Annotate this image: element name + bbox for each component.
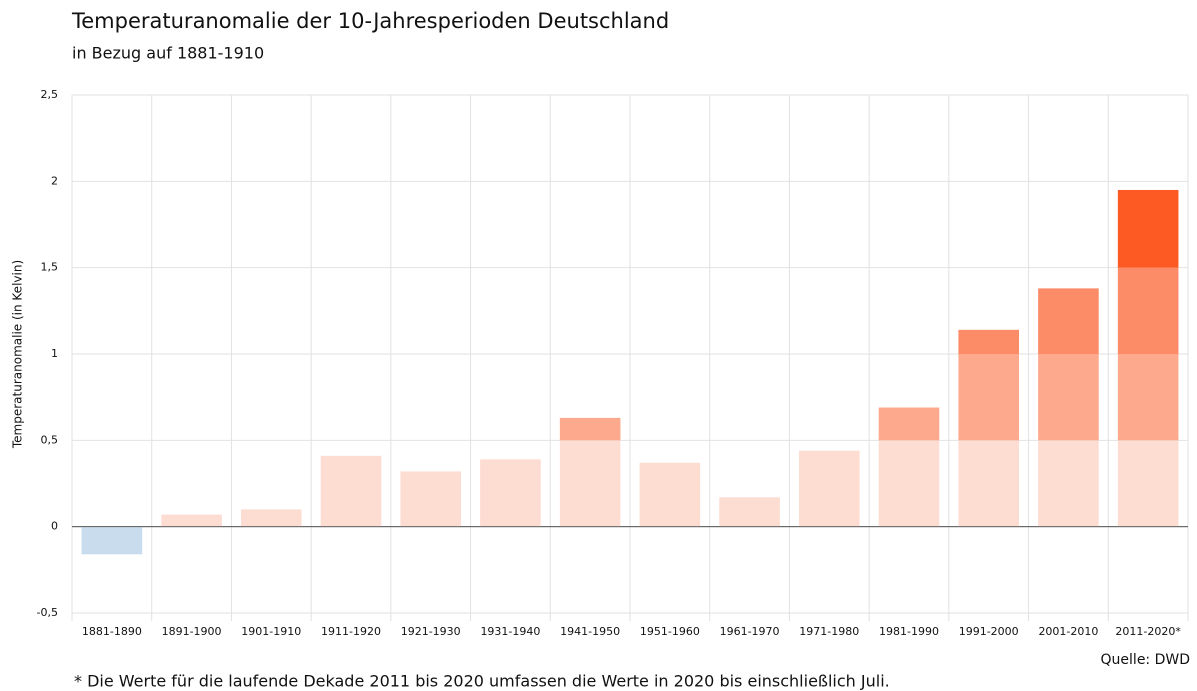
chart-subtitle: in Bezug auf 1881-1910 [72, 44, 264, 63]
bar-segment [798, 450, 860, 527]
x-tick-label: 1901-1910 [241, 625, 301, 638]
bar-segment [559, 417, 621, 441]
y-tick-label: 1,5 [41, 261, 59, 274]
bar-segment [878, 440, 940, 527]
x-tick-label: 1951-1960 [640, 625, 700, 638]
bar-segment [1038, 354, 1099, 441]
x-tick-label: 1941-1950 [560, 625, 620, 638]
x-tick-label: 1991-2000 [959, 625, 1019, 638]
bar-segment [559, 440, 621, 527]
x-tick-label: 1931-1940 [480, 625, 540, 638]
bar-segment [639, 462, 701, 527]
bar-segment [958, 329, 1020, 354]
bar-segment [320, 455, 382, 527]
chart-title: Temperaturanomalie der 10-Jahresperioden… [71, 9, 669, 33]
y-tick-label: 2,5 [41, 88, 59, 101]
bar-segment [878, 407, 940, 441]
x-tick-label: 1981-1990 [879, 625, 939, 638]
x-tick-label: 1891-1900 [162, 625, 222, 638]
bar-segment [480, 459, 541, 527]
bar-segment [1117, 440, 1179, 527]
x-tick-label: 2011-2020* [1115, 625, 1181, 638]
bar-segment [719, 497, 780, 527]
bar-segment [1117, 267, 1179, 354]
bar-segment [1117, 354, 1179, 441]
bar-segment [958, 440, 1020, 527]
x-tick-label: 1961-1970 [720, 625, 780, 638]
y-tick-label: 0 [51, 520, 58, 533]
bar-segment [958, 354, 1020, 441]
y-axis-label: Temperaturanomalie (in Kelvin) [11, 260, 25, 449]
source: Quelle: DWD [1101, 652, 1190, 668]
y-tick-label: 1 [51, 347, 58, 360]
y-tick-label: 2 [51, 174, 58, 187]
bar-segment [81, 526, 143, 555]
x-tick-label: 2001-2010 [1038, 625, 1098, 638]
x-tick-label: 1881-1890 [82, 625, 142, 638]
x-tick-label: 1921-1930 [401, 625, 461, 638]
bar-segment [400, 471, 462, 527]
x-tick-label: 1971-1980 [799, 625, 859, 638]
bar-segment [1038, 288, 1099, 354]
bar-segment [1117, 189, 1179, 268]
x-tick-label: 1911-1920 [321, 625, 381, 638]
bar-segment [240, 509, 302, 527]
footnote: * Die Werte für die laufende Dekade 2011… [74, 672, 890, 691]
bar-segment [1038, 440, 1099, 527]
bar-segment [161, 514, 222, 527]
y-tick-label: 0,5 [41, 433, 59, 446]
y-tick-label: -0,5 [37, 606, 58, 619]
